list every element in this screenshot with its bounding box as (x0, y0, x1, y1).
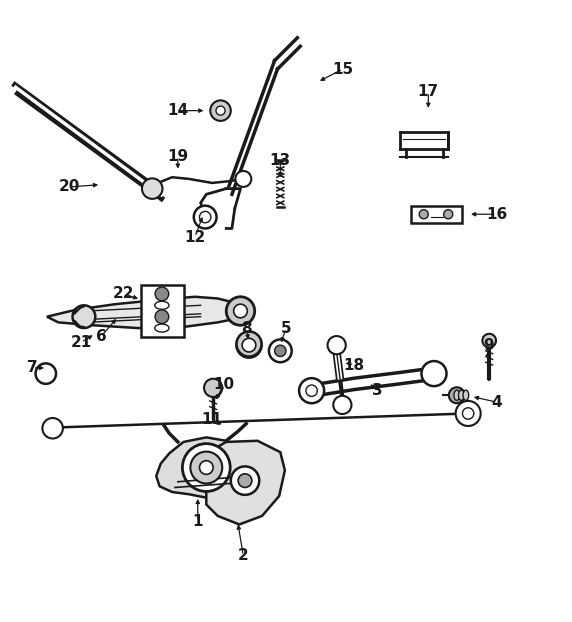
Text: 7: 7 (27, 360, 38, 376)
Circle shape (275, 345, 286, 356)
Ellipse shape (459, 390, 464, 401)
Text: 6: 6 (96, 329, 106, 344)
Circle shape (328, 336, 345, 355)
Text: 4: 4 (491, 394, 502, 409)
Circle shape (482, 334, 496, 348)
Circle shape (235, 171, 251, 187)
Text: 19: 19 (167, 149, 188, 164)
Text: 5: 5 (281, 320, 291, 336)
Circle shape (238, 474, 252, 488)
Circle shape (210, 100, 231, 121)
Circle shape (456, 401, 480, 426)
Polygon shape (47, 297, 240, 328)
Circle shape (227, 297, 255, 325)
Circle shape (194, 206, 217, 228)
Circle shape (35, 363, 56, 384)
Circle shape (73, 305, 96, 328)
Ellipse shape (155, 324, 169, 332)
Ellipse shape (454, 390, 460, 401)
Text: 15: 15 (332, 62, 353, 77)
FancyBboxPatch shape (411, 206, 462, 223)
Circle shape (306, 385, 317, 396)
Text: 14: 14 (167, 103, 188, 118)
Circle shape (231, 466, 259, 495)
Polygon shape (156, 437, 255, 498)
Circle shape (155, 310, 169, 323)
Text: 21: 21 (70, 335, 92, 350)
Circle shape (422, 361, 447, 386)
Circle shape (419, 210, 428, 219)
Text: 9: 9 (483, 338, 494, 353)
Circle shape (142, 179, 162, 199)
Text: 2: 2 (238, 548, 249, 564)
Circle shape (216, 106, 225, 115)
Circle shape (182, 443, 230, 491)
Circle shape (204, 379, 223, 397)
Text: 13: 13 (270, 152, 291, 168)
Circle shape (155, 287, 169, 301)
Text: 16: 16 (486, 207, 507, 221)
Circle shape (190, 452, 223, 483)
Text: 8: 8 (241, 320, 252, 336)
Text: 17: 17 (418, 85, 439, 100)
Circle shape (236, 333, 261, 358)
Circle shape (200, 211, 211, 223)
Text: 20: 20 (59, 179, 81, 195)
Text: 18: 18 (344, 358, 365, 373)
Text: 1: 1 (193, 514, 203, 529)
Polygon shape (206, 441, 285, 524)
Circle shape (200, 461, 213, 475)
Circle shape (449, 388, 464, 403)
Circle shape (462, 408, 474, 419)
FancyBboxPatch shape (141, 285, 184, 337)
Text: 22: 22 (113, 286, 134, 302)
Circle shape (242, 338, 256, 352)
Circle shape (233, 304, 247, 318)
Circle shape (42, 418, 63, 439)
Text: 3: 3 (372, 383, 383, 398)
Circle shape (269, 340, 292, 362)
Circle shape (333, 396, 351, 414)
Text: 11: 11 (201, 412, 223, 427)
Ellipse shape (155, 301, 169, 309)
Ellipse shape (463, 390, 468, 401)
Text: 12: 12 (184, 230, 205, 244)
Circle shape (236, 332, 261, 356)
Circle shape (444, 210, 453, 219)
Circle shape (299, 378, 324, 403)
Text: 10: 10 (213, 378, 234, 392)
